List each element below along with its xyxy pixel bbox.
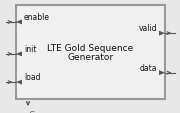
Text: load: load [24, 72, 40, 81]
Text: S: S [29, 110, 35, 113]
Bar [16, 6, 165, 99]
Text: valid: valid [138, 24, 157, 33]
Text: data: data [140, 63, 157, 72]
Polygon shape [16, 20, 22, 25]
Polygon shape [159, 71, 165, 75]
Polygon shape [16, 52, 22, 57]
Text: LTE Gold Sequence: LTE Gold Sequence [47, 44, 134, 53]
Polygon shape [16, 80, 22, 85]
Polygon shape [159, 31, 165, 36]
Text: Generator: Generator [68, 53, 114, 62]
Text: init: init [24, 45, 37, 53]
Text: enable: enable [24, 13, 50, 22]
